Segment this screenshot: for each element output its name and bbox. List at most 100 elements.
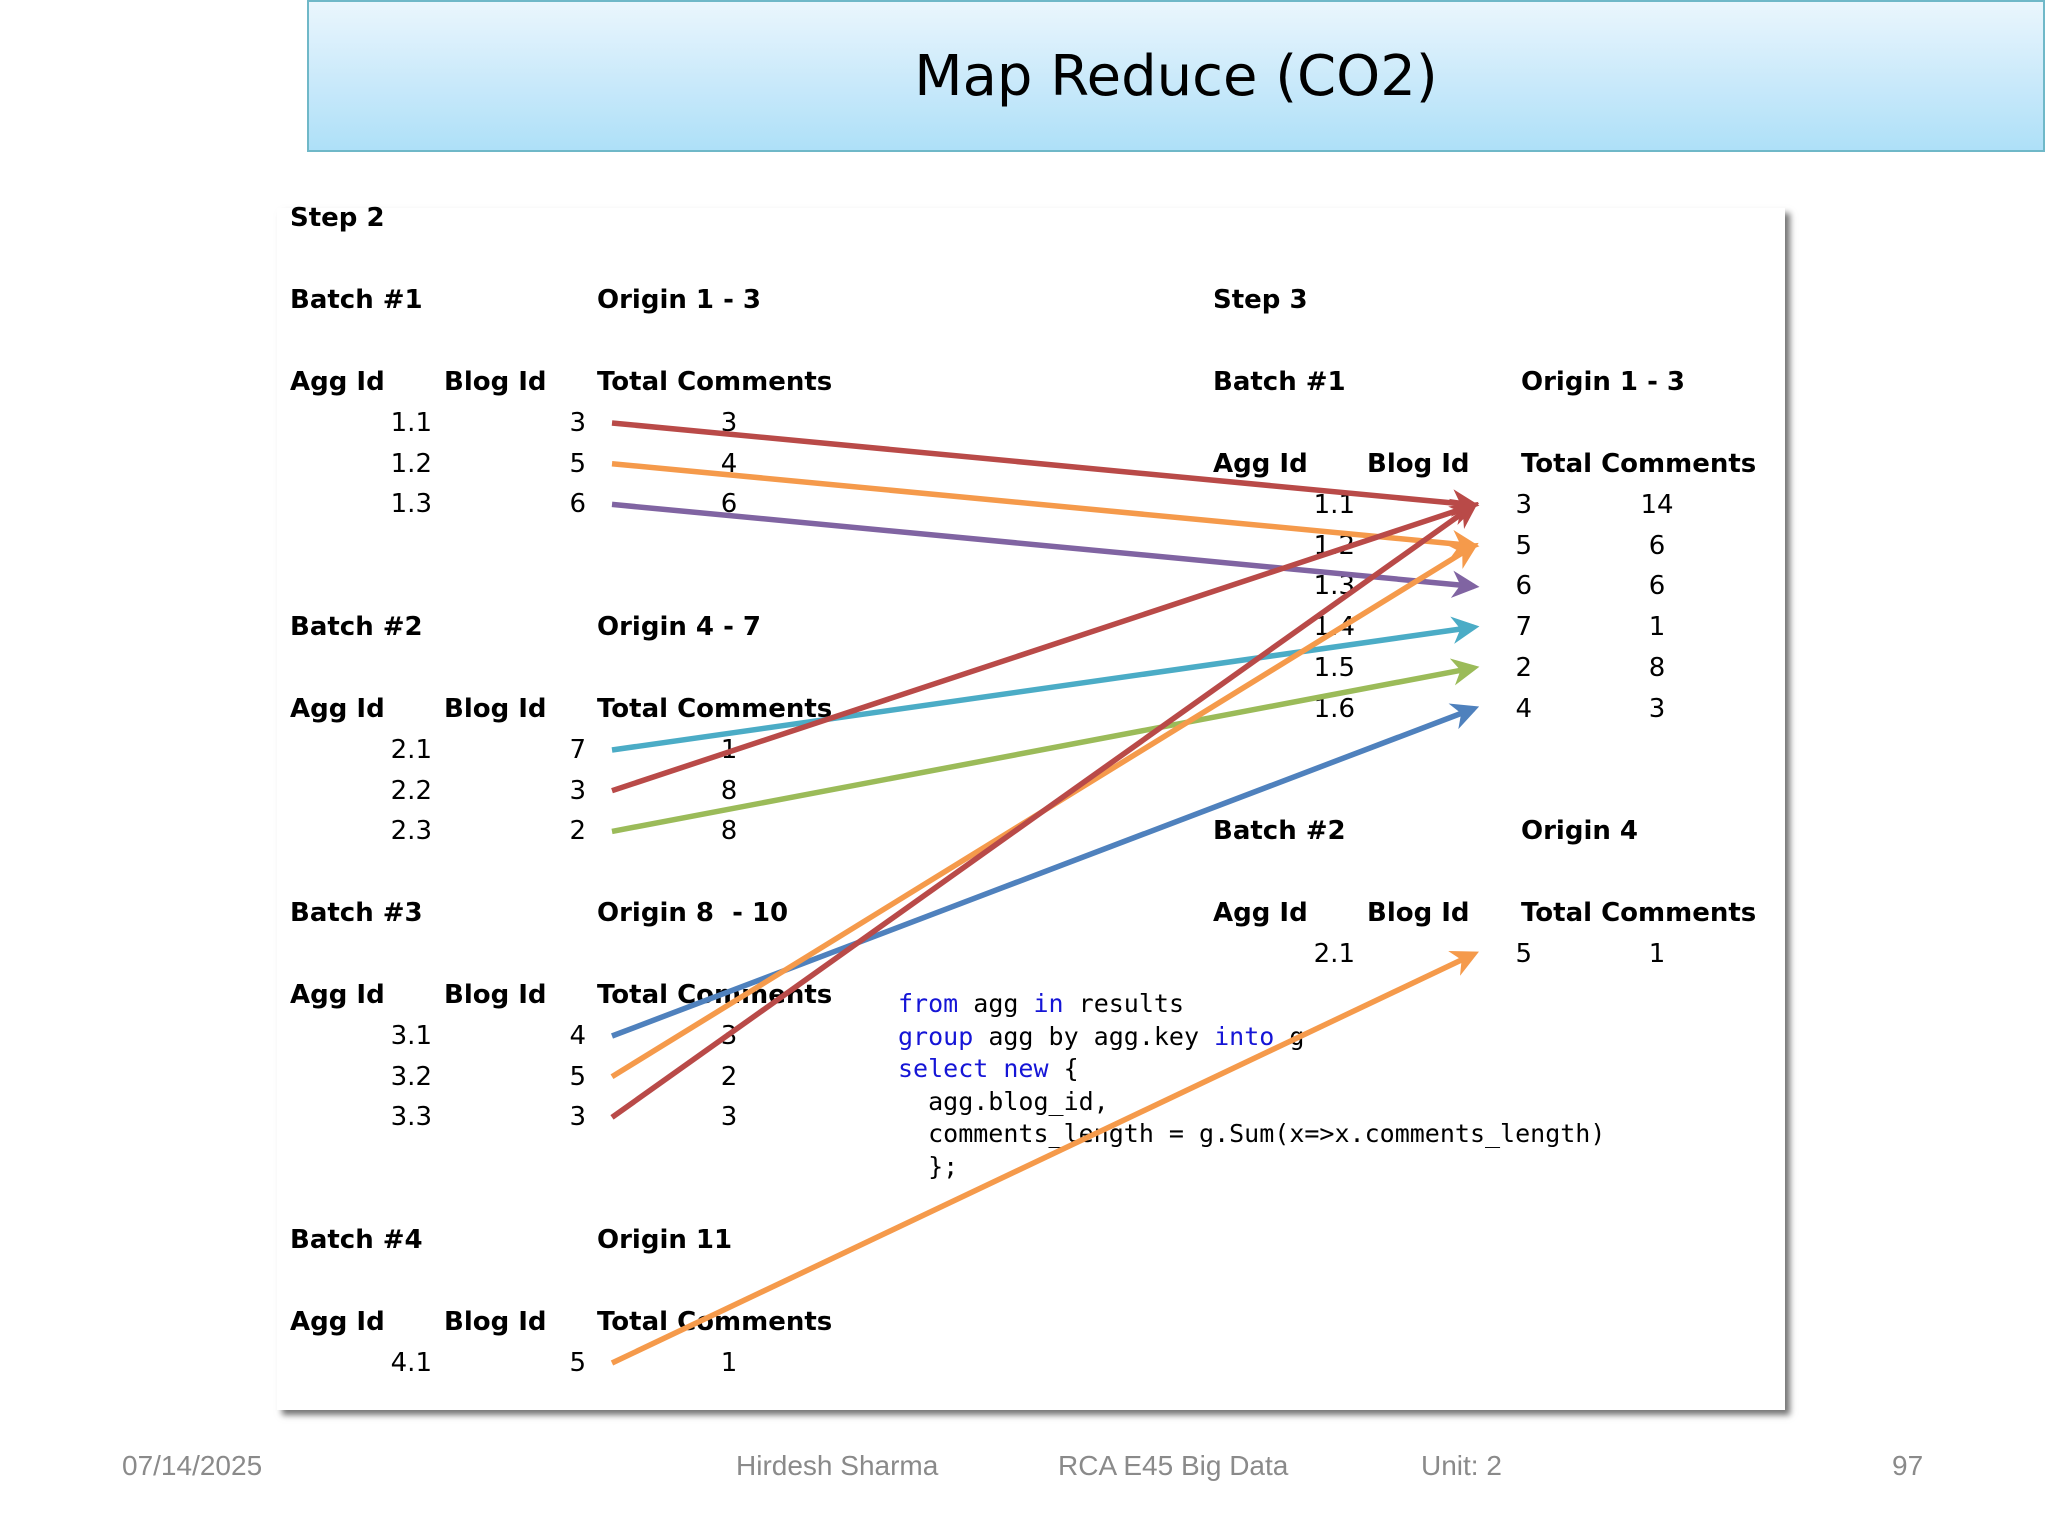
column-header-blog-id: Blog Id — [1367, 449, 1470, 479]
column-header-blog-id: Blog Id — [444, 367, 547, 397]
column-header-total-comments: Total Comments — [597, 694, 833, 724]
column-header-blog-id: Blog Id — [444, 694, 547, 724]
step2-batch-origin: Origin 4 - 7 — [597, 612, 761, 642]
agg-id-cell: 1.3 — [390, 489, 432, 520]
step3-batch-label: Batch #2 — [1213, 816, 1346, 846]
column-header-blog-id: Blog Id — [444, 980, 547, 1010]
column-header-agg-id: Agg Id — [290, 1307, 385, 1337]
column-header-total-comments: Total Comments — [1521, 898, 1757, 928]
code-line: }; — [898, 1151, 1605, 1184]
column-header-agg-id: Agg Id — [1213, 449, 1308, 479]
blog-id-cell: 2 — [1515, 652, 1532, 683]
blog-id-cell: 3 — [569, 775, 586, 806]
agg-id-cell: 1.2 — [390, 448, 432, 479]
column-header-total-comments: Total Comments — [597, 367, 833, 397]
total-comments-cell: 1 — [720, 1348, 738, 1378]
total-comments-cell: 2 — [720, 1061, 738, 1092]
step2-batch-origin: Origin 1 - 3 — [597, 285, 761, 315]
code-keyword: into — [1214, 1021, 1275, 1051]
step3-batch-origin: Origin 4 — [1521, 816, 1639, 846]
total-comments-cell: 3 — [720, 408, 738, 438]
step2-batch-origin: Origin 8 - 10 — [597, 898, 789, 928]
total-comments-cell: 6 — [720, 489, 738, 520]
code-line: from agg in results — [898, 988, 1605, 1021]
code-text — [988, 1054, 1003, 1083]
agg-id-cell: 4.1 — [390, 1348, 432, 1378]
code-keyword: select — [898, 1054, 989, 1083]
column-header-total-comments: Total Comments — [597, 1307, 833, 1337]
agg-id-cell: 1.5 — [1313, 652, 1355, 683]
agg-id-cell: 2.2 — [390, 775, 432, 806]
slide-title: Map Reduce (CO2) — [914, 43, 1438, 109]
blog-id-cell: 2 — [569, 816, 586, 847]
code-line: select new { — [898, 1053, 1605, 1086]
blog-id-cell: 3 — [569, 1102, 586, 1133]
step2-batch-label: Batch #2 — [290, 612, 423, 642]
code-keyword: in — [1033, 989, 1064, 1018]
step3-batch-label: Batch #1 — [1213, 367, 1346, 397]
total-comments-cell: 6 — [1648, 571, 1666, 602]
footer-page-number: 97 — [1892, 1450, 1924, 1481]
column-header-blog-id: Blog Id — [444, 1307, 547, 1337]
agg-id-cell: 1.6 — [1313, 693, 1355, 724]
step2-batch-origin: Origin 11 — [597, 1225, 733, 1255]
total-comments-cell: 8 — [720, 775, 738, 806]
code-line: agg.blog_id, — [898, 1086, 1605, 1119]
code-keyword: new — [1003, 1054, 1049, 1083]
blog-id-cell: 6 — [569, 489, 586, 520]
code-text: g — [1274, 1021, 1305, 1051]
step2-batch-label: Batch #3 — [290, 898, 423, 928]
blog-id-cell: 5 — [1515, 530, 1532, 561]
total-comments-cell: 8 — [720, 816, 738, 847]
code-text: agg by agg.key — [973, 1021, 1215, 1051]
agg-id-cell: 1.4 — [1313, 612, 1355, 643]
total-comments-cell: 1 — [720, 735, 738, 765]
code-text: comments_length = g.Sum(x=>x.comments_le… — [898, 1119, 1606, 1148]
agg-id-cell: 1.3 — [1313, 571, 1355, 602]
total-comments-cell: 3 — [1648, 693, 1666, 724]
step2-batch-label: Batch #1 — [290, 285, 423, 315]
agg-id-cell: 1.2 — [1313, 530, 1355, 561]
step3-label: Step 3 — [1213, 285, 1308, 315]
footer-unit: Unit: 2 — [1421, 1450, 1502, 1481]
code-text: { — [1048, 1054, 1079, 1083]
blog-id-cell: 5 — [569, 1061, 586, 1092]
column-header-total-comments: Total Comments — [1521, 449, 1757, 479]
total-comments-cell: 1 — [1648, 612, 1666, 643]
column-header-blog-id: Blog Id — [1367, 898, 1470, 928]
blog-id-cell: 5 — [569, 1348, 586, 1378]
agg-id-cell: 3.2 — [390, 1061, 432, 1092]
agg-id-cell: 2.1 — [390, 735, 432, 765]
agg-id-cell: 3.1 — [390, 1021, 432, 1051]
column-header-agg-id: Agg Id — [290, 694, 385, 724]
code-text: results — [1063, 989, 1185, 1018]
total-comments-cell: 3 — [720, 1102, 738, 1133]
code-text: agg.blog_id, — [898, 1086, 1109, 1116]
slide-title-bar: Map Reduce (CO2) — [307, 0, 2045, 152]
blog-id-cell: 5 — [569, 448, 586, 479]
blog-id-cell: 5 — [1515, 939, 1532, 969]
total-comments-cell: 6 — [1648, 530, 1666, 561]
footer-course: RCA E45 Big Data — [1058, 1450, 1289, 1481]
step2-label: Step 2 — [290, 203, 385, 233]
agg-id-cell: 1.1 — [1313, 490, 1355, 520]
agg-id-cell: 1.1 — [390, 408, 432, 438]
blog-id-cell: 7 — [569, 735, 586, 765]
blog-id-cell: 6 — [1515, 571, 1532, 602]
column-header-total-comments: Total Comments — [597, 980, 833, 1010]
total-comments-cell: 4 — [720, 448, 738, 479]
column-header-agg-id: Agg Id — [290, 980, 385, 1010]
code-text: agg — [958, 989, 1034, 1018]
column-header-agg-id: Agg Id — [1213, 898, 1308, 928]
agg-id-cell: 3.3 — [390, 1102, 432, 1133]
blog-id-cell: 4 — [569, 1021, 586, 1051]
blog-id-cell: 3 — [569, 408, 586, 438]
code-text: }; — [898, 1151, 959, 1181]
code-line: group agg by agg.key into g — [898, 1021, 1605, 1054]
code-keyword: group — [898, 1021, 974, 1051]
blog-id-cell: 3 — [1515, 490, 1532, 520]
code-keyword: from — [898, 989, 959, 1018]
column-header-agg-id: Agg Id — [290, 367, 385, 397]
agg-id-cell: 2.3 — [390, 816, 432, 847]
code-line: comments_length = g.Sum(x=>x.comments_le… — [898, 1118, 1605, 1151]
